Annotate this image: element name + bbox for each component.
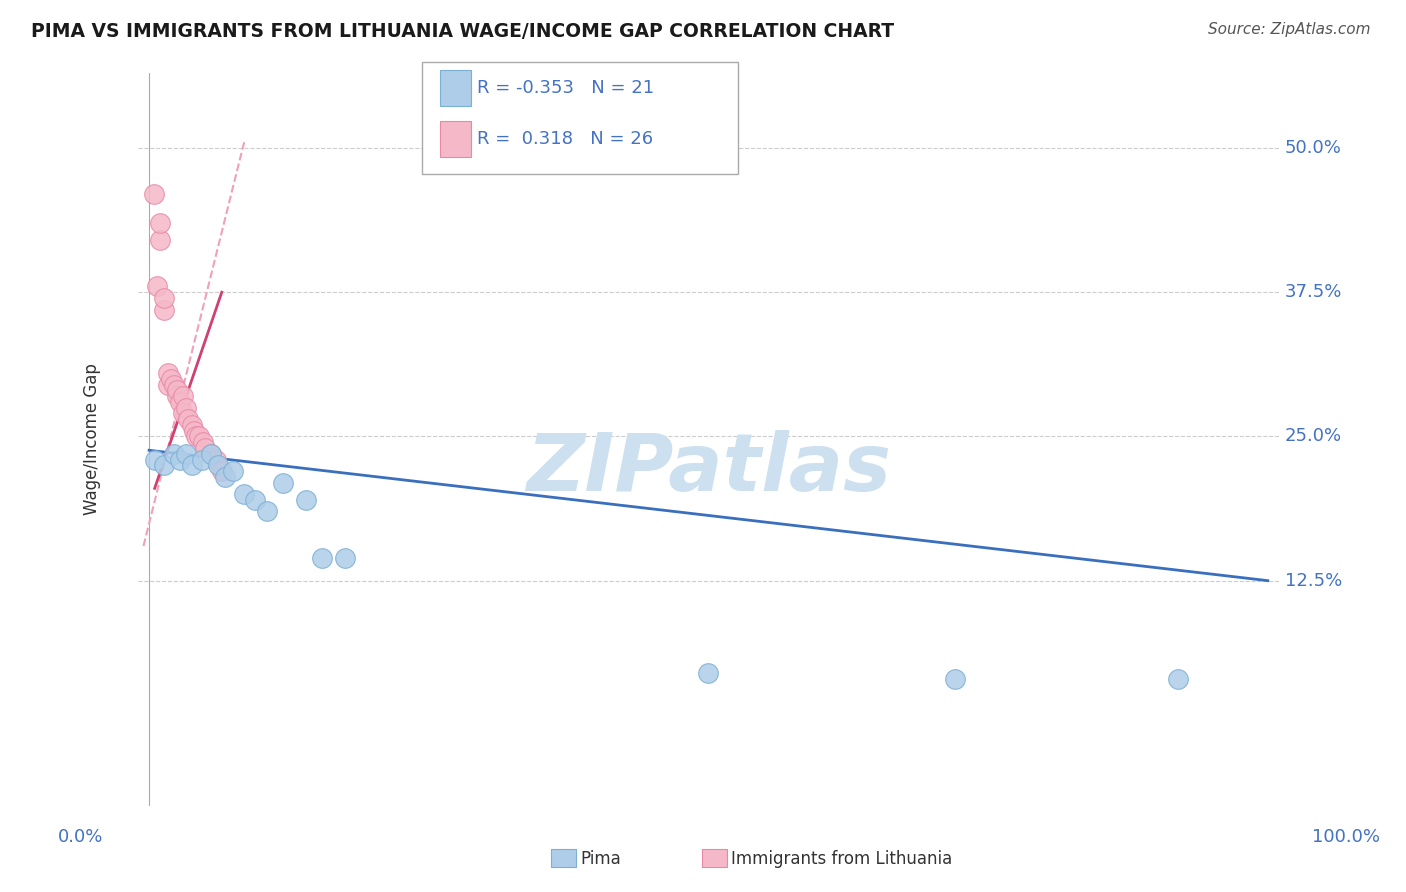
Text: 0.0%: 0.0%: [58, 828, 103, 846]
Text: ZIPatlas: ZIPatlas: [526, 430, 891, 508]
Point: [245, 492, 267, 507]
Point: [172, 406, 194, 420]
Point: [174, 401, 197, 415]
Text: 25.0%: 25.0%: [1285, 427, 1341, 445]
Point: [169, 394, 191, 409]
Point: [207, 458, 229, 473]
Point: [166, 384, 188, 398]
Text: 37.5%: 37.5%: [1285, 283, 1343, 301]
Point: [152, 291, 174, 305]
Point: [211, 464, 233, 478]
Point: [166, 389, 188, 403]
Point: [200, 447, 222, 461]
Point: [200, 447, 222, 461]
Point: [194, 441, 217, 455]
Point: [152, 302, 174, 317]
Text: 100.0%: 100.0%: [1312, 828, 1379, 846]
Point: [177, 412, 200, 426]
Text: R =  0.318   N = 26: R = 0.318 N = 26: [477, 130, 652, 148]
Point: [188, 429, 211, 443]
Point: [311, 550, 333, 565]
Text: PIMA VS IMMIGRANTS FROM LITHUANIA WAGE/INCOME GAP CORRELATION CHART: PIMA VS IMMIGRANTS FROM LITHUANIA WAGE/I…: [31, 22, 894, 41]
Point: [169, 452, 191, 467]
Text: Source: ZipAtlas.com: Source: ZipAtlas.com: [1208, 22, 1371, 37]
Text: Pima: Pima: [581, 849, 621, 868]
Point: [943, 672, 966, 686]
Text: 50.0%: 50.0%: [1285, 139, 1341, 157]
Point: [163, 377, 186, 392]
Point: [180, 458, 202, 473]
Point: [183, 424, 205, 438]
Text: Wage/Income Gap: Wage/Income Gap: [83, 363, 101, 516]
Point: [205, 452, 228, 467]
Point: [149, 233, 172, 247]
Point: [273, 475, 295, 490]
Point: [174, 447, 197, 461]
Point: [157, 377, 180, 392]
Point: [256, 504, 278, 518]
Point: [294, 492, 316, 507]
Point: [142, 187, 165, 202]
Point: [152, 458, 174, 473]
Point: [143, 452, 166, 467]
Text: Immigrants from Lithuania: Immigrants from Lithuania: [731, 849, 952, 868]
Point: [233, 487, 256, 501]
Text: 12.5%: 12.5%: [1285, 572, 1341, 590]
Text: R = -0.353   N = 21: R = -0.353 N = 21: [477, 78, 654, 97]
Point: [191, 435, 214, 450]
Point: [180, 417, 202, 432]
Point: [149, 216, 172, 230]
Point: [1167, 672, 1189, 686]
Point: [160, 372, 183, 386]
Point: [697, 665, 720, 680]
Point: [214, 470, 236, 484]
Point: [190, 452, 212, 467]
Point: [157, 366, 180, 380]
Point: [172, 389, 194, 403]
Point: [163, 447, 186, 461]
Point: [184, 429, 207, 443]
Point: [333, 550, 356, 565]
Point: [222, 464, 245, 478]
Point: [146, 279, 169, 293]
